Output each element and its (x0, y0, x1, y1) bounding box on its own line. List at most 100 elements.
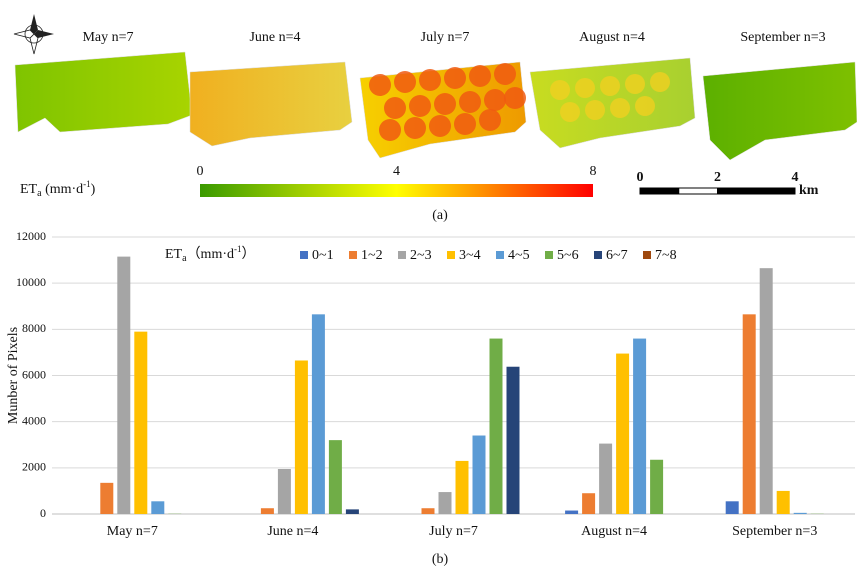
field-circle (585, 100, 605, 120)
bar (599, 444, 612, 514)
map-title: September n=3 (740, 30, 825, 45)
field-circle (409, 95, 431, 117)
y-tick-label: 0 (40, 506, 46, 520)
label-part: （mm·d (187, 246, 234, 262)
legend-label: 2~3 (410, 248, 432, 263)
scale-bar-segment (718, 188, 757, 194)
y-tick-label: 12000 (16, 229, 46, 243)
bar (261, 508, 274, 514)
figure: May n=7 June n=4 July n=7 August n=4 Septemb… (0, 0, 857, 572)
bar (439, 492, 452, 514)
x-tick-label: September n=3 (732, 524, 817, 539)
y-tick-label: 4000 (22, 413, 46, 427)
scale-bar-segment (756, 188, 795, 194)
label-part: (mm·d (42, 182, 84, 197)
bar (760, 268, 773, 514)
legend-label: 3~4 (459, 248, 481, 263)
legend-swatch (594, 251, 602, 259)
field-circle (469, 65, 491, 87)
label-part: -1 (83, 179, 91, 189)
bar (456, 461, 469, 514)
field-circle (575, 78, 595, 98)
field-circle (600, 76, 620, 96)
label-part: ET (165, 247, 183, 262)
legend-swatch (349, 251, 357, 259)
field-circle (429, 115, 451, 137)
y-tick-label: 8000 (22, 321, 46, 335)
colorbar (200, 184, 593, 197)
label-part: -1 (234, 244, 242, 254)
field-circle (650, 72, 670, 92)
y-tick-label: 2000 (22, 460, 46, 474)
bar (329, 440, 342, 514)
bar (134, 332, 147, 514)
y-axis-label: Munber of Pixels (6, 327, 21, 424)
map-image (703, 62, 857, 160)
bar (100, 483, 113, 514)
map-title: July n=7 (421, 30, 470, 45)
map-panel: May n=7 June n=4 July n=7 August n=4 Septemb… (15, 30, 857, 223)
label-part: ) (91, 182, 96, 197)
legend-label: 1~2 (361, 248, 383, 263)
map-image (190, 62, 352, 146)
map-title: June n=4 (249, 30, 300, 45)
bar (507, 367, 520, 514)
colorbar-label: ETa (mm·d-1) (20, 179, 96, 199)
x-tick-label: August n=4 (581, 524, 647, 539)
field-circle (454, 113, 476, 135)
field-circle (434, 93, 456, 115)
field-circle (484, 89, 506, 111)
field-circle (384, 97, 406, 119)
map-title: May n=7 (82, 30, 133, 45)
field-circle (635, 96, 655, 116)
legend-swatch (447, 251, 455, 259)
bar (312, 314, 325, 514)
bar (726, 501, 739, 514)
bar (151, 501, 164, 514)
legend-title: ETa（mm·d-1） (165, 244, 256, 264)
legend-swatch (643, 251, 651, 259)
legend-swatch (545, 251, 553, 259)
y-tick-label: 10000 (16, 275, 46, 289)
legend-label: 0~1 (312, 248, 334, 263)
bar (565, 511, 578, 514)
label-part: ET (20, 182, 38, 197)
field-circle (459, 91, 481, 113)
scale-bar-unit: km (799, 183, 819, 198)
field-circle (419, 69, 441, 91)
x-tick-label: June n=4 (267, 524, 318, 539)
field-circle (560, 102, 580, 122)
x-tick-label: July n=7 (429, 524, 478, 539)
bar (650, 460, 663, 514)
bar (346, 509, 359, 514)
field-circle (444, 67, 466, 89)
bar (422, 508, 435, 514)
legend-swatch (300, 251, 308, 259)
field-circle (404, 117, 426, 139)
label-part: ） (242, 246, 256, 262)
field-circle (625, 74, 645, 94)
bar (582, 493, 595, 514)
bar (278, 469, 291, 514)
bar (473, 436, 486, 514)
legend-label: 7~8 (655, 248, 677, 263)
panel-caption: (a) (432, 208, 448, 223)
legend-swatch (398, 251, 406, 259)
colorbar-tick-label: 8 (590, 164, 597, 179)
map-title: August n=4 (579, 30, 645, 45)
bar (490, 339, 503, 514)
bar (777, 491, 790, 514)
bar (295, 360, 308, 514)
compass (14, 14, 54, 54)
field-circle (610, 98, 630, 118)
colorbar-tick-label: 4 (393, 164, 400, 179)
colorbar-tick-label: 0 (197, 164, 204, 179)
field-circle (479, 109, 501, 131)
scale-bar-tick-label: 2 (714, 170, 721, 185)
field-circle (394, 71, 416, 93)
map-image (15, 52, 192, 132)
bar (117, 257, 130, 514)
field-circle (494, 63, 516, 85)
legend-swatch (496, 251, 504, 259)
legend-label: 4~5 (508, 248, 530, 263)
